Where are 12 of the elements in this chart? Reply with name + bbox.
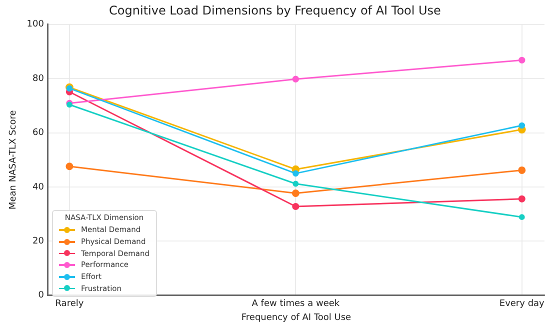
y-tick-label: 80 (32, 74, 44, 84)
chart-title: Cognitive Load Dimensions by Frequency of AI Tool Use (109, 3, 441, 18)
y-tick-label: 100 (26, 20, 44, 30)
y-tick-label: 40 (32, 182, 44, 192)
y-tick-label: 0 (38, 290, 44, 301)
x-tick-label: A few times a week (252, 299, 340, 310)
y-tick-label: 60 (32, 128, 44, 138)
y-axis-title: Mean NASA-TLX Score (8, 110, 19, 210)
y-tick-label: 20 (32, 236, 44, 247)
x-tick-label: Rarely (55, 299, 84, 310)
x-axis-title: Frequency of AI Tool Use (241, 312, 352, 323)
x-tick-label: Every day (499, 299, 546, 310)
